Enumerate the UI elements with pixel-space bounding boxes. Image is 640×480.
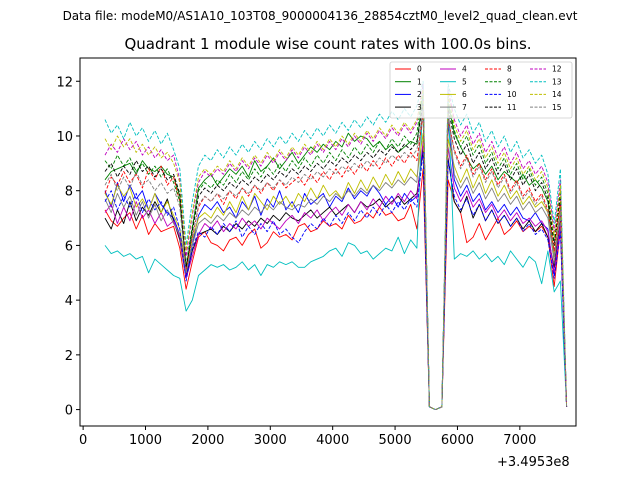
plot-area [80, 58, 576, 426]
x-tick-label: 0 [79, 433, 87, 448]
legend-label-module-7: 7 [462, 103, 467, 112]
legend-label-module-6: 6 [462, 90, 467, 99]
y-tick-label: 8 [65, 185, 73, 200]
x-tick-label: 6000 [441, 433, 474, 448]
plot-frame [79, 57, 577, 427]
legend-label-module-5: 5 [462, 77, 467, 86]
legend-label-module-10: 10 [507, 90, 517, 99]
series-line-module-5 [104, 91, 568, 411]
legend-label-module-3: 3 [417, 103, 422, 112]
x-offset-label: +3.4953e8 [497, 455, 570, 470]
series-line-module-6 [104, 132, 568, 411]
x-tick-label: 7000 [503, 433, 536, 448]
y-tick-label: 12 [56, 75, 73, 90]
series-line-module-4 [104, 140, 568, 411]
legend-label-module-12: 12 [552, 65, 562, 74]
x-tick-label: 4000 [316, 433, 349, 448]
y-tick-label: 6 [65, 239, 73, 254]
series-line-module-7 [104, 97, 568, 411]
series-layer [104, 80, 568, 411]
legend-frame [389, 61, 573, 119]
legend-label-module-2: 2 [417, 90, 422, 99]
x-tick-label: 3000 [254, 433, 287, 448]
legend-label-module-9: 9 [507, 77, 512, 86]
legend-label-module-0: 0 [417, 65, 422, 74]
legend-label-module-8: 8 [507, 65, 512, 74]
x-tick-label: 1000 [129, 433, 162, 448]
y-tick-label: 4 [65, 294, 73, 309]
x-tick-label: 2000 [191, 433, 224, 448]
legend-label-module-1: 1 [417, 77, 422, 86]
y-tick-label: 0 [65, 404, 73, 419]
y-tick-label: 2 [65, 349, 73, 364]
series-line-module-13 [104, 80, 568, 411]
legend-label-module-15: 15 [552, 103, 562, 112]
x-tick-label: 5000 [379, 433, 412, 448]
series-line-module-11 [104, 102, 568, 411]
series-line-module-10 [104, 151, 568, 411]
chart-suptitle: Data file: modeM0/AS1A10_103T08_90000041… [63, 9, 578, 23]
chart-title: Quadrant 1 module wise count rates with … [124, 35, 531, 53]
y-tick-label: 10 [56, 130, 73, 145]
legend-label-module-11: 11 [507, 103, 517, 112]
series-line-module-0 [104, 168, 568, 411]
legend-label-module-4: 4 [462, 65, 467, 74]
legend-label-module-13: 13 [552, 77, 562, 86]
legend-label-module-14: 14 [552, 90, 562, 99]
series-line-module-14 [104, 89, 568, 411]
